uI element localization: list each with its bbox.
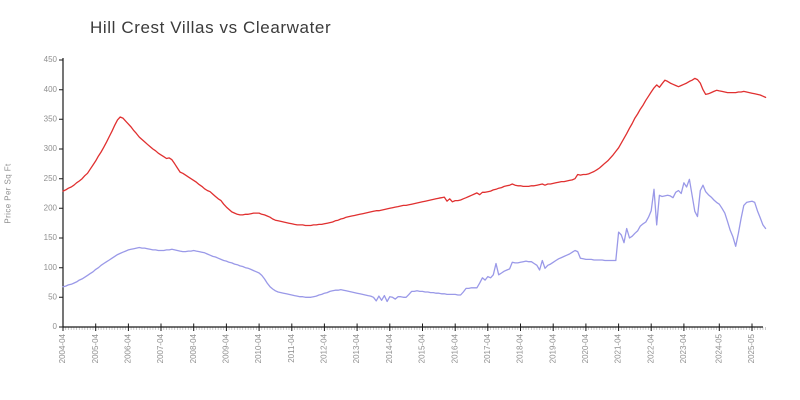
svg-text:2023-04: 2023-04 (679, 333, 688, 363)
svg-text:50: 50 (48, 292, 57, 301)
svg-text:150: 150 (44, 233, 58, 242)
svg-text:2004-04: 2004-04 (58, 333, 67, 363)
svg-text:2007-04: 2007-04 (156, 333, 165, 363)
svg-text:2008-04: 2008-04 (189, 333, 198, 363)
x-axis-tick-labels: 2004-04 2005-04 2006-04 2007-04 2008-04 2009-… (58, 333, 756, 363)
y-axis-ticks (59, 59, 63, 328)
svg-text:2012-04: 2012-04 (320, 333, 329, 363)
svg-text:2019-04: 2019-04 (548, 333, 557, 363)
svg-text:2011-04: 2011-04 (287, 333, 296, 362)
svg-text:2013-04: 2013-04 (352, 333, 361, 363)
svg-text:2025-05: 2025-05 (747, 333, 756, 363)
svg-text:2015-04: 2015-04 (418, 333, 427, 363)
y-axis-tick-labels: 0 50 100 150 200 250 300 350 400 450 (44, 55, 58, 331)
svg-text:2020-04: 2020-04 (581, 333, 590, 363)
series-line-clearwater (62, 178, 767, 303)
chart-title: Hill Crest Villas vs Clearwater (90, 18, 332, 37)
svg-text:200: 200 (44, 203, 58, 212)
svg-text:2014-04: 2014-04 (385, 333, 394, 363)
svg-text:2005-04: 2005-04 (91, 333, 100, 363)
svg-text:2018-04: 2018-04 (516, 333, 525, 363)
svg-text:2021-04: 2021-04 (614, 333, 623, 363)
svg-text:2006-04: 2006-04 (124, 333, 133, 363)
svg-text:250: 250 (44, 174, 58, 183)
svg-text:450: 450 (44, 55, 58, 64)
svg-text:350: 350 (44, 114, 58, 123)
svg-text:2009-04: 2009-04 (222, 333, 231, 363)
svg-text:2024-05: 2024-05 (714, 333, 723, 363)
svg-text:2010-04: 2010-04 (254, 333, 263, 363)
svg-text:2022-04: 2022-04 (646, 333, 655, 363)
series-line-hill-crest-villas (62, 77, 767, 227)
svg-text:400: 400 (44, 85, 58, 94)
svg-text:100: 100 (44, 263, 58, 272)
svg-text:0: 0 (53, 322, 58, 331)
svg-text:2016-04: 2016-04 (450, 333, 459, 363)
svg-text:2017-04: 2017-04 (483, 333, 492, 363)
svg-text:300: 300 (44, 144, 58, 153)
